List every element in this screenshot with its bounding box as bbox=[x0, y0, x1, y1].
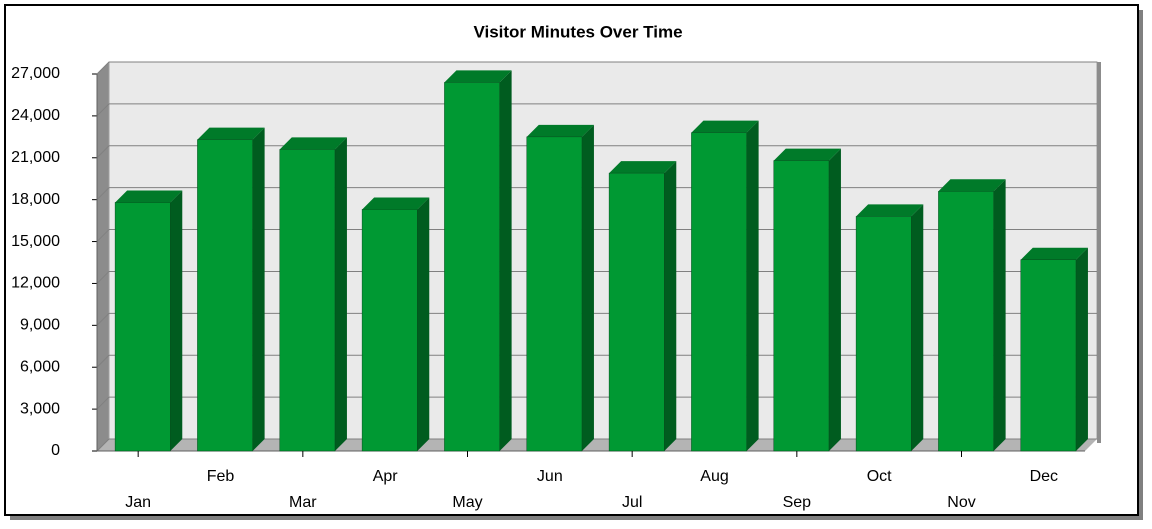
x-tick-label: Jun bbox=[537, 468, 563, 485]
bar-side bbox=[334, 137, 347, 451]
bar-top bbox=[1020, 247, 1088, 260]
bar bbox=[444, 82, 500, 452]
bar-top bbox=[526, 124, 594, 137]
grid-line-side bbox=[96, 145, 110, 159]
bar bbox=[1020, 259, 1077, 452]
x-tick-label: Apr bbox=[373, 468, 399, 485]
bar-top bbox=[279, 137, 347, 150]
bar-top bbox=[444, 70, 512, 83]
grid-line-side bbox=[96, 396, 110, 410]
x-tick-label: Oct bbox=[867, 468, 892, 485]
bar bbox=[279, 149, 336, 452]
grid-line-side bbox=[96, 103, 110, 117]
grid-line-side bbox=[96, 61, 110, 75]
x-tick-label: May bbox=[452, 494, 482, 511]
bar-side bbox=[1075, 247, 1088, 451]
y-tick-label: 27,000 bbox=[11, 65, 60, 82]
right-edge bbox=[1097, 62, 1101, 443]
y-tick-label: 0 bbox=[51, 442, 60, 459]
grid-line-side bbox=[96, 312, 110, 326]
bar-top bbox=[691, 120, 759, 133]
x-tick-label: Jan bbox=[125, 494, 151, 511]
bar bbox=[361, 209, 418, 452]
bar bbox=[938, 191, 994, 452]
chart-title: Visitor Minutes Over Time bbox=[473, 22, 682, 41]
grid-line-side bbox=[96, 229, 110, 242]
bar-top bbox=[938, 179, 1006, 192]
x-tick-label: Aug bbox=[700, 468, 728, 485]
x-tick-label: Jul bbox=[622, 494, 642, 511]
bar bbox=[197, 139, 253, 452]
bar-top bbox=[115, 190, 183, 203]
bar-side bbox=[499, 70, 512, 451]
y-tick-label: 9,000 bbox=[20, 317, 60, 334]
x-tick-label: Mar bbox=[289, 494, 317, 511]
bar-top bbox=[362, 197, 430, 210]
grid-line-side bbox=[96, 271, 110, 284]
bar-side bbox=[417, 197, 430, 451]
bar-side bbox=[581, 124, 594, 451]
left-wall bbox=[97, 62, 109, 451]
y-tick-label: 6,000 bbox=[20, 358, 60, 375]
bar bbox=[691, 132, 747, 452]
bar-top bbox=[773, 148, 841, 161]
bar-side bbox=[170, 190, 183, 451]
grid-line-side bbox=[96, 438, 110, 452]
x-tick-label: Nov bbox=[947, 494, 975, 511]
y-tick-label: 21,000 bbox=[11, 149, 60, 166]
grid-line-side bbox=[96, 354, 110, 368]
bar bbox=[526, 136, 583, 452]
y-tick-label: 12,000 bbox=[11, 275, 60, 292]
y-tick-label: 15,000 bbox=[11, 233, 60, 250]
x-tick-label: Sep bbox=[783, 494, 812, 511]
x-tick-label: Feb bbox=[207, 468, 235, 485]
bar bbox=[855, 216, 912, 452]
floor bbox=[97, 439, 1097, 451]
bar-side bbox=[993, 179, 1006, 452]
grid-line-side bbox=[96, 187, 110, 201]
bar-top bbox=[856, 204, 924, 217]
y-tick-label: 18,000 bbox=[11, 191, 60, 208]
bar-side bbox=[746, 120, 759, 452]
y-tick-label: 3,000 bbox=[20, 400, 60, 417]
bar-side bbox=[252, 127, 265, 452]
bar-side bbox=[911, 204, 924, 451]
bar bbox=[608, 172, 665, 452]
bar-side bbox=[664, 161, 677, 452]
bar-top bbox=[609, 161, 677, 174]
bar bbox=[114, 202, 171, 452]
bar-top bbox=[197, 127, 265, 140]
bar bbox=[773, 160, 830, 452]
y-tick-label: 24,000 bbox=[11, 107, 60, 124]
x-tick-label: Dec bbox=[1030, 468, 1058, 485]
bar-side bbox=[828, 148, 841, 451]
